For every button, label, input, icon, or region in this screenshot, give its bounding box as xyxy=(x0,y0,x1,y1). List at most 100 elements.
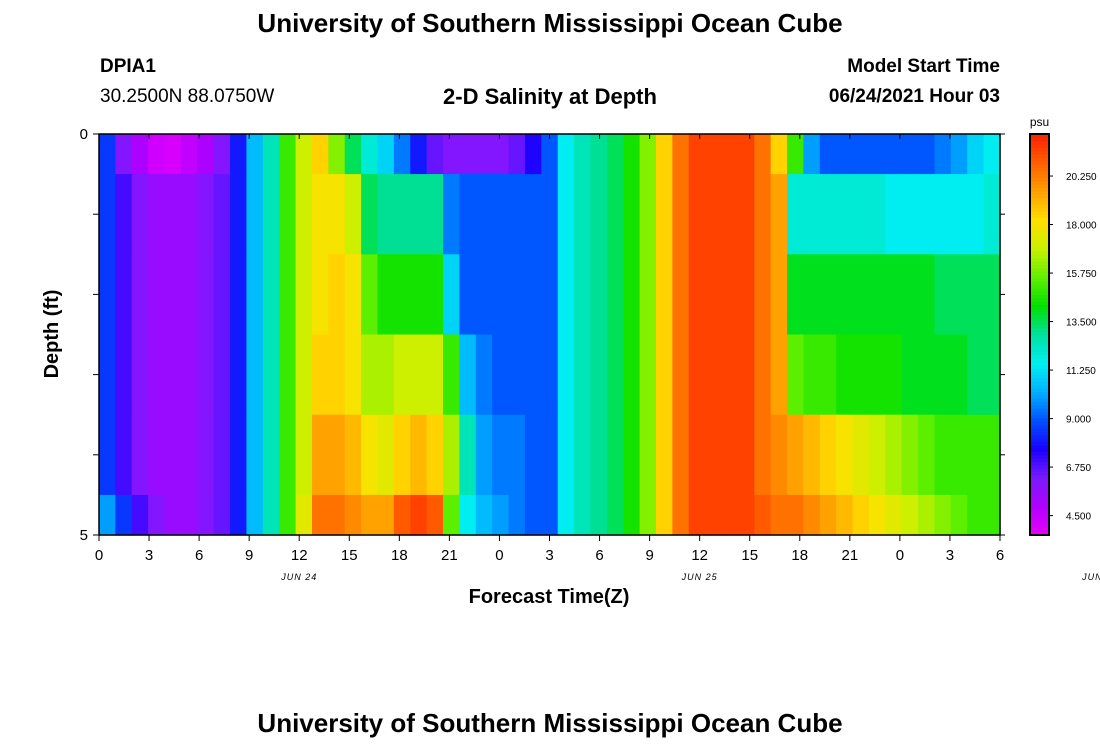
heatmap-cell xyxy=(934,254,952,336)
colorbar-swatch xyxy=(1030,311,1049,316)
heatmap-cell xyxy=(443,494,460,536)
heatmap-cell xyxy=(508,174,526,255)
colorbar-swatch xyxy=(1030,528,1049,533)
colorbar-swatch xyxy=(1030,314,1049,319)
colorbar-swatch xyxy=(1030,281,1049,285)
heatmap-cell xyxy=(377,494,395,536)
heatmap-cell xyxy=(508,134,526,175)
heatmap-cell xyxy=(639,134,657,175)
heatmap-cell xyxy=(361,134,379,175)
heatmap-cell xyxy=(295,494,313,536)
colorbar-swatch xyxy=(1030,418,1049,422)
heatmap-cell xyxy=(787,414,805,496)
heatmap-cell xyxy=(328,174,346,255)
heatmap-cell xyxy=(819,134,837,175)
x-tick-label: 0 xyxy=(495,547,503,564)
heatmap-cell xyxy=(688,414,706,496)
heatmap-cell xyxy=(524,174,542,255)
heatmap-cell xyxy=(655,174,673,255)
x-tick-label: 21 xyxy=(841,547,858,564)
x-tick-label: 3 xyxy=(946,547,954,564)
colorbar-tick-label: 15.750 xyxy=(1066,269,1097,280)
heatmap-cell xyxy=(672,414,690,496)
heatmap-cell xyxy=(574,134,592,175)
heatmap-cell xyxy=(262,254,280,336)
colorbar-swatch xyxy=(1030,381,1049,386)
heatmap-cell xyxy=(393,494,411,536)
colorbar-swatch xyxy=(1030,160,1049,165)
heatmap-cell xyxy=(180,494,198,536)
colorbar-swatch xyxy=(1030,297,1049,302)
heatmap-cell xyxy=(524,254,542,336)
colorbar-swatch xyxy=(1030,501,1049,506)
colorbar-swatch xyxy=(1030,357,1049,362)
date-label: JUN 25 xyxy=(681,572,718,582)
colorbar-swatch xyxy=(1030,488,1049,493)
heatmap-cell xyxy=(295,254,313,336)
heatmap-cell xyxy=(99,254,116,336)
colorbar-tick-label: 20.250 xyxy=(1066,172,1097,183)
heatmap-cell xyxy=(721,334,739,416)
heatmap-cell xyxy=(606,414,624,496)
heatmap-cell xyxy=(574,174,592,255)
colorbar-swatch xyxy=(1030,304,1049,309)
heatmap-cell xyxy=(213,334,231,416)
heatmap-cell xyxy=(770,174,788,255)
heatmap-cell xyxy=(459,174,477,255)
heatmap-cell xyxy=(672,174,690,255)
heatmap-cell xyxy=(230,334,248,416)
heatmap-cell xyxy=(754,414,772,496)
heatmap-cell xyxy=(311,134,329,175)
colorbar-swatch xyxy=(1030,264,1049,269)
heatmap-cell xyxy=(688,134,706,175)
heatmap-cell xyxy=(262,334,280,416)
heatmap-cell xyxy=(246,134,264,175)
heatmap-cell xyxy=(950,254,968,336)
colorbar-swatch xyxy=(1030,421,1049,426)
heatmap-cell xyxy=(639,494,657,536)
heatmap-cell xyxy=(279,334,297,416)
heatmap-cell xyxy=(279,134,297,175)
heatmap-cell xyxy=(246,494,264,536)
colorbar-swatch xyxy=(1030,137,1049,142)
colorbar-swatch xyxy=(1030,391,1049,396)
heatmap-cell xyxy=(606,494,624,536)
colorbar: psu 4.500 6.750 9.000 11.250 13.500 15.750 18.0… xyxy=(1029,115,1097,536)
colorbar-swatch xyxy=(1030,414,1049,419)
heatmap-cell xyxy=(623,254,641,336)
heatmap-cell xyxy=(672,334,690,416)
heatmap-cell xyxy=(901,414,919,496)
heatmap-cell xyxy=(295,414,313,496)
colorbar-swatch xyxy=(1030,371,1049,376)
heatmap-cell xyxy=(721,254,739,336)
colorbar-swatch xyxy=(1030,504,1049,509)
heatmap-cell xyxy=(950,174,968,255)
heatmap-cell xyxy=(213,414,231,496)
heatmap-cell xyxy=(967,494,985,536)
heatmap-cell xyxy=(443,134,460,175)
colorbar-swatch xyxy=(1030,214,1049,219)
colorbar-swatch xyxy=(1030,177,1049,182)
x-tick-label: 15 xyxy=(341,547,358,564)
colorbar-swatch xyxy=(1030,220,1049,225)
heatmap-cell xyxy=(148,334,166,416)
heatmap-cell xyxy=(115,254,133,336)
heatmap-cell xyxy=(213,254,231,336)
heatmap-cell xyxy=(688,254,706,336)
colorbar-swatch xyxy=(1030,167,1049,172)
heatmap-cell xyxy=(918,174,936,255)
colorbar-swatch xyxy=(1030,267,1049,272)
heatmap-cell xyxy=(99,174,116,255)
heatmap-cell xyxy=(148,494,166,536)
heatmap-cell xyxy=(344,174,362,255)
heatmap-cell xyxy=(983,334,1001,416)
heatmap-cell xyxy=(836,174,854,255)
colorbar-swatch xyxy=(1030,444,1049,449)
colorbar-swatch xyxy=(1030,448,1049,453)
heatmap-cell xyxy=(459,254,477,336)
heatmap-cell xyxy=(754,494,772,536)
y-tick-label: 0 xyxy=(80,126,88,143)
x-tick-label: 0 xyxy=(896,547,904,564)
heatmap-cell xyxy=(803,134,821,175)
heatmap-cell xyxy=(508,494,526,536)
